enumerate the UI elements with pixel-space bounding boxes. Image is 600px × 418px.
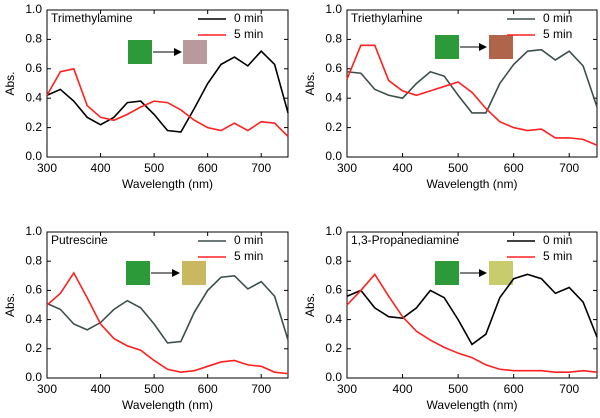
y-tick-label: 0.6: [325, 61, 342, 75]
y-axis-label: Abs.: [3, 71, 17, 95]
x-tick-label: 600: [504, 382, 524, 396]
y-tick-label: 0.2: [325, 341, 342, 355]
y-tick-label: 0.4: [25, 90, 42, 104]
y-tick-label: 0.0: [25, 370, 42, 384]
data-line: [346, 273, 598, 373]
x-axis-label: Wavelength (nm): [427, 398, 518, 412]
x-tick-label: 500: [448, 382, 468, 396]
y-tick-label: 0.8: [325, 32, 342, 46]
data-line: [346, 273, 598, 346]
x-axis-label: Wavelength (nm): [122, 398, 213, 412]
x-axis-label: Wavelength (nm): [122, 177, 213, 191]
panel-title: Putrescine: [51, 233, 108, 247]
y-tick-label: 1.0: [325, 2, 342, 16]
data-line: [46, 50, 289, 133]
x-tick-label: 600: [198, 161, 218, 175]
x-tick-label: 400: [91, 161, 111, 175]
y-tick-label: 0.6: [25, 61, 42, 75]
panel-title: Trimethylamine: [51, 11, 133, 25]
y-tick-label: 0.0: [325, 149, 342, 163]
y-tick-label: 1.0: [325, 224, 342, 238]
y-tick-label: 0.6: [325, 283, 342, 297]
x-tick-label: 700: [559, 161, 579, 175]
legend-label: 0 min: [234, 233, 263, 247]
color-change-icon: [435, 35, 513, 59]
y-tick-label: 0.4: [325, 90, 342, 104]
legend-label: 5 min: [234, 249, 263, 263]
data-line: [46, 67, 289, 137]
legend-label: 5 min: [543, 249, 572, 263]
x-tick-label: 500: [448, 161, 468, 175]
y-tick-label: 0.2: [25, 341, 42, 355]
color-change-icon: [126, 261, 206, 285]
legend-label: 0 min: [543, 233, 572, 247]
y-tick-label: 1.0: [25, 224, 42, 238]
x-tick-label: 300: [337, 382, 357, 396]
x-tick-label: 700: [559, 382, 579, 396]
panel-title: 1,3-Propanediamine: [351, 233, 459, 247]
y-tick-label: 0.8: [25, 32, 42, 46]
x-tick-label: 300: [37, 382, 57, 396]
y-tick-label: 0.2: [325, 120, 342, 134]
y-axis-label: Abs.: [3, 293, 17, 317]
legend-label: 0 min: [543, 11, 572, 25]
x-tick-label: 500: [144, 382, 164, 396]
color-change-icon: [435, 261, 513, 285]
data-line: [46, 271, 289, 375]
x-axis-label: Wavelength (nm): [427, 177, 518, 191]
color-change-icon: [128, 40, 207, 64]
legend-label: 5 min: [543, 27, 572, 41]
x-tick-label: 700: [251, 161, 271, 175]
y-tick-label: 0.6: [25, 283, 42, 297]
x-tick-label: 700: [251, 382, 271, 396]
y-tick-label: 0.8: [25, 253, 42, 267]
y-axis-label: Abs.: [303, 71, 317, 95]
x-tick-label: 500: [144, 161, 164, 175]
data-line: [46, 274, 289, 344]
data-line: [346, 44, 598, 146]
x-tick-label: 300: [37, 161, 57, 175]
legend-label: 0 min: [234, 11, 263, 25]
y-tick-label: 0.0: [25, 149, 42, 163]
y-tick-label: 0.0: [325, 370, 342, 384]
x-tick-label: 400: [91, 382, 111, 396]
y-tick-label: 0.4: [325, 312, 342, 326]
y-tick-label: 0.8: [325, 253, 342, 267]
data-line: [346, 48, 598, 114]
panel-title: Triethylamine: [351, 11, 423, 25]
y-tick-label: 0.2: [25, 120, 42, 134]
plot-frame: [346, 9, 598, 158]
x-tick-label: 400: [393, 161, 413, 175]
x-tick-label: 600: [198, 382, 218, 396]
y-tick-label: 0.4: [25, 312, 42, 326]
plot-frame: [46, 9, 289, 158]
x-tick-label: 400: [393, 382, 413, 396]
x-tick-label: 600: [504, 161, 524, 175]
y-axis-label: Abs.: [303, 293, 317, 317]
legend-label: 5 min: [234, 27, 263, 41]
x-tick-label: 300: [337, 161, 357, 175]
y-tick-label: 1.0: [25, 2, 42, 16]
